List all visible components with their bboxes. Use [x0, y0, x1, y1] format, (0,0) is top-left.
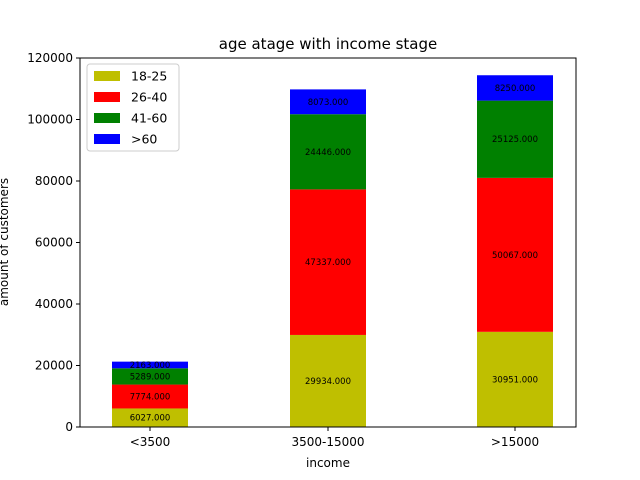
x-tick-label: <3500	[130, 435, 171, 449]
data-label: 8250.000	[495, 84, 536, 94]
y-tick-label: 100000	[27, 113, 73, 127]
data-label: 47337.000	[305, 258, 351, 268]
bars-layer	[112, 75, 553, 427]
bar-segment	[477, 331, 553, 427]
y-tick-label: 0	[65, 420, 73, 434]
y-tick-label: 120000	[27, 51, 73, 65]
bar-segment	[477, 75, 553, 101]
y-tick-label: 80000	[35, 174, 73, 188]
data-label: 5289.000	[130, 372, 171, 382]
y-tick-label: 60000	[35, 236, 73, 250]
legend: 18-25 26-40 41-60 >60	[86, 63, 180, 152]
bar-segment	[112, 361, 188, 369]
data-label: 25125.000	[492, 135, 538, 145]
bar-segment	[290, 189, 366, 335]
bar-segment	[477, 100, 553, 178]
data-label: 7774.000	[130, 393, 171, 403]
y-axis: 0 20000 40000 60000 80000 100000 120000	[27, 51, 80, 434]
data-label: 50067.000	[492, 251, 538, 261]
legend-label: 18-25	[131, 69, 167, 84]
legend-swatch	[94, 92, 120, 102]
bar-segment	[112, 384, 188, 409]
bar-segment	[290, 334, 366, 427]
data-label: 24446.000	[305, 148, 351, 158]
x-axis-label: income	[306, 456, 350, 470]
bar-segment	[112, 408, 188, 427]
data-label: 6027.000	[130, 414, 171, 424]
data-label: 2163.000	[130, 361, 171, 371]
y-tick-label: 20000	[35, 359, 73, 373]
legend-swatch	[94, 71, 120, 81]
legend-label: >60	[131, 132, 157, 147]
x-tick-label: 3500-15000	[291, 435, 364, 449]
legend-label: 26-40	[131, 90, 167, 105]
bar-segment	[112, 368, 188, 385]
y-axis-label: amount of customers	[0, 178, 11, 306]
legend-box	[86, 63, 180, 152]
chart-title: age atage with income stage	[219, 35, 437, 53]
bar-segment	[477, 177, 553, 332]
data-label: 30951.000	[492, 375, 538, 385]
legend-swatch	[94, 134, 120, 144]
bar-segment	[290, 89, 366, 115]
x-tick-label: >15000	[491, 435, 539, 449]
x-axis: <3500 3500-15000 >15000	[130, 427, 539, 449]
bar-segment	[290, 114, 366, 190]
data-label: 8073.000	[308, 98, 349, 108]
legend-label: 41-60	[131, 111, 167, 126]
data-label: 29934.000	[305, 377, 351, 387]
y-tick-label: 40000	[35, 297, 73, 311]
legend-swatch	[94, 113, 120, 123]
